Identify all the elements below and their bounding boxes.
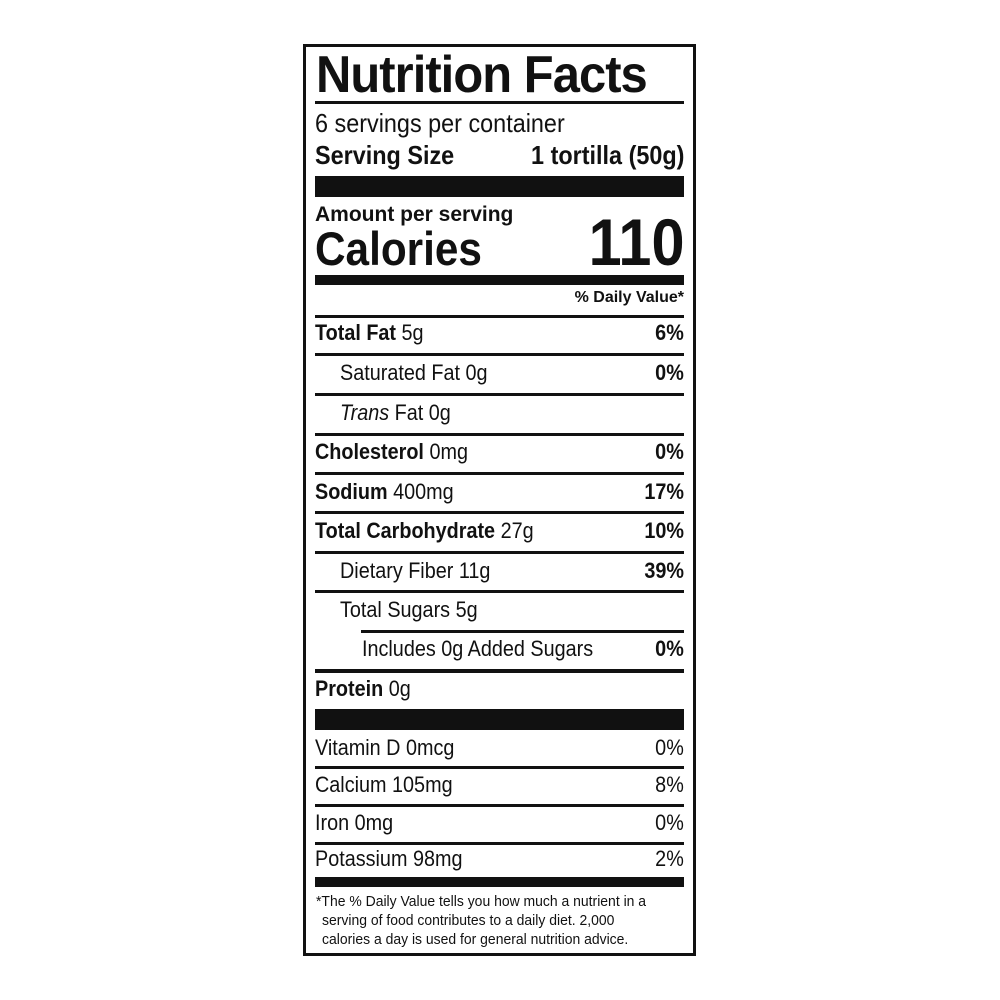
vitamin-daily-value: 8%: [655, 772, 684, 797]
nutrient-name: Total Fat: [315, 320, 397, 345]
nutrient-row: Trans Fat 0g: [340, 398, 684, 428]
nutrient-amount: 11g: [458, 558, 491, 583]
nutrient-amount: 27g: [500, 518, 534, 543]
nutrient-name: Trans: [340, 400, 390, 425]
divider: [315, 842, 684, 845]
vitamin-amount: 0mg: [354, 810, 394, 835]
vitamin-label: Vitamin D 0mcg: [315, 733, 454, 763]
vitamin-name: Potassium: [315, 846, 408, 871]
nutrient-label: Total Fat 5g: [315, 318, 424, 348]
daily-value-header: % Daily Value*: [574, 289, 684, 306]
calories-label: Calories: [315, 222, 482, 275]
nutrient-daily-value: 0%: [655, 439, 684, 464]
thick-divider: [315, 709, 684, 730]
divider: [315, 766, 684, 769]
divider: [315, 315, 684, 318]
nutrient-label: Dietary Fiber 11g: [340, 556, 490, 586]
divider: [315, 590, 684, 593]
nutrient-name: Dietary Fiber: [340, 558, 454, 583]
vitamin-row: Vitamin D 0mcg 0%: [315, 733, 684, 763]
vitamin-row: Iron 0mg 0%: [315, 808, 684, 838]
divider: [315, 393, 684, 396]
nutrient-amount: 0g: [428, 400, 451, 425]
nutrient-row: Includes 0g Added Sugars 0%: [362, 634, 684, 664]
nutrient-row: Sodium 400mg 17%: [315, 477, 684, 507]
divider: [361, 630, 684, 633]
nutrient-daily-value: 39%: [644, 558, 684, 583]
divider: [315, 472, 684, 475]
medium-divider: [315, 275, 684, 285]
serving-size-label: Serving Size: [315, 140, 455, 170]
divider: [315, 551, 684, 554]
nutrient-amount: 5g: [455, 597, 478, 622]
footnote-line: serving of food contributes to a daily d…: [322, 912, 615, 929]
calories-value: 110: [588, 205, 684, 279]
nutrient-name-suffix: Fat: [394, 400, 424, 425]
divider: [315, 511, 684, 514]
divider: [315, 353, 684, 356]
nutrient-name: Total Carbohydrate: [315, 518, 496, 543]
nutrient-daily-value: 0%: [655, 360, 684, 385]
nutrient-daily-value: 0%: [655, 636, 684, 661]
nutrient-label: Cholesterol 0mg: [315, 437, 468, 467]
nutrition-facts-label: Nutrition Facts 6 servings per container…: [303, 44, 696, 956]
vitamin-amount: 98mg: [412, 846, 463, 871]
vitamin-name: Iron: [315, 810, 350, 835]
nutrient-name: Protein: [315, 676, 384, 701]
nutrient-name: Sodium: [315, 479, 388, 504]
vitamin-label: Potassium 98mg: [315, 844, 463, 874]
nutrient-label: Trans Fat 0g: [340, 398, 451, 428]
nutrient-row: Total Carbohydrate 27g 10%: [315, 516, 684, 546]
footnote-line: *The % Daily Value tells you how much a …: [316, 893, 647, 910]
vitamin-daily-value: 2%: [655, 846, 684, 871]
vitamin-label: Iron 0mg: [315, 808, 393, 838]
vitamin-row: Calcium 105mg 8%: [315, 770, 684, 800]
nutrient-label: Includes 0g Added Sugars: [362, 634, 593, 664]
nutrient-name: Cholesterol: [315, 439, 424, 464]
nutrient-label: Sodium 400mg: [315, 477, 454, 507]
nutrient-amount: 400mg: [393, 479, 454, 504]
nutrient-daily-value: 17%: [644, 479, 684, 504]
nutrient-row: Dietary Fiber 11g 39%: [340, 556, 684, 586]
nutrient-row: Total Sugars 5g: [340, 595, 684, 625]
divider: [315, 669, 684, 673]
servings-per-container: 6 servings per container: [315, 108, 565, 138]
nutrient-daily-value: 6%: [655, 320, 684, 345]
footnote-line: calories a day is used for general nutri…: [322, 931, 629, 948]
vitamin-daily-value: 0%: [655, 810, 684, 835]
divider: [315, 433, 684, 436]
nutrient-name: Includes 0g Added Sugars: [362, 636, 594, 661]
serving-size-value: 1 tortilla (50g): [530, 140, 684, 170]
amount-per-serving: Amount per serving: [315, 203, 514, 226]
medium-divider: [315, 877, 684, 887]
nutrient-name: Total Sugars: [340, 597, 451, 622]
vitamin-amount: 0mcg: [405, 735, 455, 760]
nutrient-amount: 0g: [465, 360, 488, 385]
vitamin-label: Calcium 105mg: [315, 770, 453, 800]
nutrient-row: Total Fat 5g 6%: [315, 318, 684, 348]
thick-divider: [315, 176, 684, 197]
nutrient-row: Cholesterol 0mg 0%: [315, 437, 684, 467]
nutrient-label: Saturated Fat 0g: [340, 358, 488, 388]
nutrient-amount: 0mg: [429, 439, 468, 464]
vitamin-name: Vitamin D: [315, 735, 401, 760]
nutrient-row: Protein 0g: [315, 674, 684, 704]
nutrient-label: Total Carbohydrate 27g: [315, 516, 534, 546]
nutrient-row: Saturated Fat 0g 0%: [340, 358, 684, 388]
nutrient-label: Protein 0g: [315, 674, 411, 704]
vitamin-name: Calcium: [315, 772, 387, 797]
vitamin-row: Potassium 98mg 2%: [315, 844, 684, 874]
nutrient-daily-value: 10%: [644, 518, 684, 543]
divider: [315, 101, 684, 104]
vitamin-amount: 105mg: [392, 772, 453, 797]
nutrient-name: Saturated Fat: [340, 360, 460, 385]
nutrient-label: Total Sugars 5g: [340, 595, 478, 625]
nutrient-amount: 5g: [401, 320, 424, 345]
divider: [315, 804, 684, 807]
vitamin-daily-value: 0%: [655, 735, 684, 760]
nutrient-amount: 0g: [388, 676, 411, 701]
label-title: Nutrition Facts: [316, 46, 648, 104]
